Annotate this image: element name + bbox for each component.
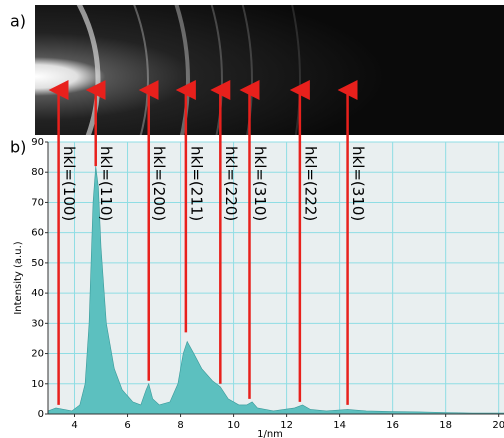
intensity-area — [47, 166, 504, 415]
y-tick-label: 60 — [31, 228, 44, 239]
y-tick-label: 20 — [31, 349, 44, 360]
x-tick-label: 6 — [124, 420, 130, 431]
peak-label: hkl=(200) — [150, 146, 168, 221]
y-tick-label: 70 — [31, 197, 44, 208]
x-tick-label: 8 — [177, 420, 183, 431]
peak-label: hkl=(211) — [187, 146, 205, 221]
plot-background — [48, 142, 504, 414]
peak-label: hkl=(110) — [97, 146, 115, 221]
x-tick-label: 16 — [386, 420, 399, 431]
y-axis-label: Intensity (a.u.) — [13, 241, 24, 314]
x-tick-label: 14 — [333, 420, 346, 431]
y-tick-label: 80 — [31, 167, 44, 178]
x-tick-label: 4 — [71, 420, 77, 431]
y-tick-label: 50 — [31, 258, 44, 269]
y-tick-label: 40 — [31, 288, 44, 299]
y-tick-label: 10 — [31, 379, 44, 390]
panel-label: a) — [10, 12, 26, 31]
peak-label: hkl=(222) — [301, 146, 319, 221]
x-tick-label: 12 — [280, 420, 293, 431]
peak-label: hkl=(100) — [60, 146, 78, 221]
x-tick-label: 10 — [227, 420, 240, 431]
y-tick-label: 0 — [38, 409, 44, 420]
peak-label: hkl=(310) — [349, 146, 367, 221]
y-tick-label: 30 — [31, 318, 44, 329]
y-tick-label: 90 — [31, 137, 44, 148]
peak-label: hkl=(310) — [251, 146, 269, 221]
x-tick-label: 20 — [492, 420, 504, 431]
peak-label: hkl=(220) — [222, 146, 240, 221]
chart: 4 6 8 10 12 14 16 18 20 0 10 20 30 40 50 60 70 80 90 1/nm In… — [13, 137, 504, 438]
panel-label: b) — [10, 138, 26, 157]
x-tick-label: 18 — [439, 420, 452, 431]
x-axis-label: 1/nm — [257, 429, 283, 438]
